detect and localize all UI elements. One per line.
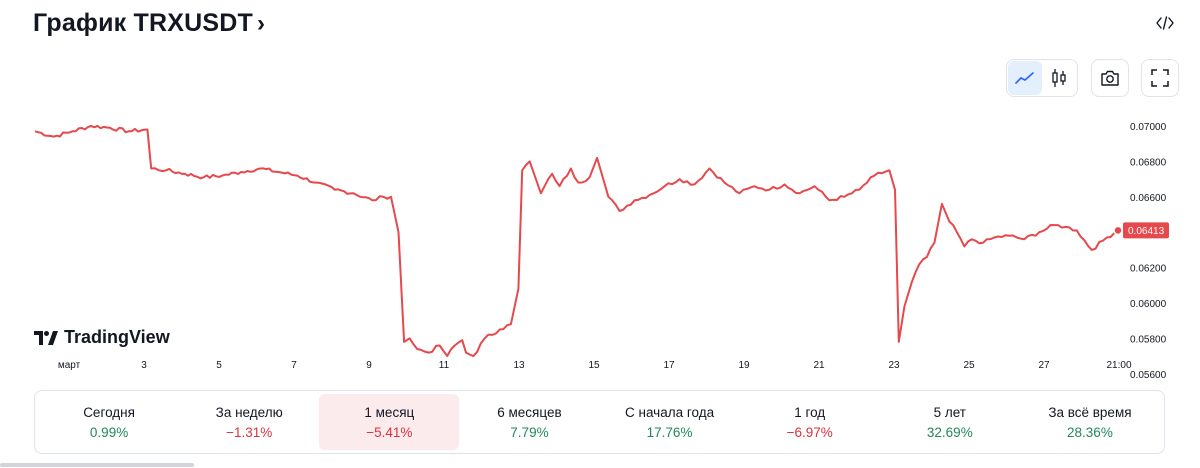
x-tick-label: 15 (588, 360, 600, 371)
performance-period-label: С начала года (625, 404, 715, 420)
last-price-tag (1123, 222, 1169, 239)
performance-period-label: За неделю (215, 404, 283, 420)
performance-change-value: −1.31% (226, 424, 273, 440)
x-tick-label: 27 (1038, 360, 1050, 371)
performance-item[interactable]: 1 месяц −5.41% (319, 394, 460, 450)
y-tick-label: 0.05600 (1130, 370, 1167, 380)
y-tick-label: 0.06000 (1130, 299, 1167, 310)
y-axis: 0.070000.068000.066000.064000.062000.060… (1130, 122, 1167, 380)
performance-period-label: 1 месяц (364, 404, 415, 420)
performance-item[interactable]: За всё время 28.36% (1020, 394, 1160, 450)
performance-period-label: 1 год (794, 404, 826, 420)
x-tick-label: 25 (963, 360, 975, 371)
x-tick-label: 3 (141, 360, 147, 371)
performance-item[interactable]: 1 год −6.97% (740, 394, 880, 450)
line-chart-icon (1015, 72, 1034, 84)
chart-title-text: График TRXUSDT (33, 9, 253, 37)
fullscreen-button[interactable] (1141, 59, 1179, 97)
last-price-value: 0.06413 (1128, 226, 1165, 237)
x-tick-label: 7 (291, 360, 297, 371)
performance-item[interactable]: За неделю −1.31% (179, 394, 319, 450)
y-tick-label: 0.05800 (1130, 334, 1167, 345)
chart-type-switch (1006, 59, 1078, 97)
x-tick-label: 21:00 (1106, 360, 1131, 371)
tradingview-logo[interactable]: TradingView (34, 327, 170, 348)
x-tick-label: 17 (663, 360, 675, 371)
x-tick-label: 5 (216, 360, 222, 371)
x-tick-label: март (58, 360, 81, 371)
performance-period-label: 5 лет (933, 404, 966, 420)
x-tick-label: 21 (813, 360, 825, 371)
performance-item[interactable]: 5 лет 32.69% (880, 394, 1020, 450)
x-tick-label: 19 (738, 360, 750, 371)
screenshot-button[interactable] (1091, 59, 1129, 97)
performance-change-value: 7.79% (510, 424, 549, 440)
performance-bar: Сегодня 0.99% За неделю −1.31% 1 месяц −5.41%… (34, 390, 1165, 454)
performance-change-value: 17.76% (646, 424, 693, 440)
performance-change-value: 32.69% (926, 424, 973, 440)
performance-change-value: −6.97% (786, 424, 833, 440)
performance-change-value: 28.36% (1067, 424, 1113, 440)
line-chart-button[interactable] (1008, 61, 1042, 95)
performance-period-label: 6 месяцев (497, 404, 562, 420)
code-embed-icon[interactable] (1152, 10, 1178, 36)
y-tick-label: 0.06600 (1130, 193, 1167, 204)
tradingview-logo-icon (34, 330, 58, 345)
candlestick-button[interactable] (1042, 61, 1076, 95)
chevron-right-icon: › (256, 9, 266, 37)
price-chart[interactable]: 0.070000.068000.066000.064000.062000.060… (0, 100, 1200, 380)
performance-item[interactable]: Сегодня 0.99% (39, 394, 179, 450)
performance-change-value: 0.99% (89, 424, 129, 440)
x-tick-label: 11 (439, 360, 450, 371)
performance-period-label: Сегодня (83, 404, 135, 420)
price-line-series (34, 124, 1119, 358)
x-tick-label: 9 (366, 360, 372, 371)
tradingview-logo-text: TradingView (64, 327, 170, 347)
performance-change-value: −5.41% (366, 424, 413, 440)
last-price-marker: 0.06413 (1113, 222, 1169, 239)
camera-icon (1101, 70, 1119, 86)
x-tick-label: 23 (888, 360, 900, 371)
performance-item[interactable]: 6 месяцев 7.79% (459, 394, 599, 450)
x-axis: март 3 5 7 9 11 13 15 17 19 21 23 25 27 21:00 (58, 360, 1132, 371)
performance-item[interactable]: С начала года 17.76% (600, 394, 740, 450)
performance-period-label: За всё время (1048, 404, 1132, 420)
chart-title[interactable]: График TRXUSDT › (33, 9, 265, 38)
x-tick-label: 13 (513, 360, 525, 371)
fullscreen-icon (1151, 69, 1169, 87)
horizontal-scrollbar[interactable] (0, 463, 194, 467)
last-price-dot (1113, 225, 1123, 236)
y-tick-label: 0.06200 (1130, 264, 1167, 275)
y-tick-label: 0.07000 (1130, 122, 1167, 133)
y-tick-label: 0.06800 (1130, 157, 1167, 168)
candlestick-icon (1052, 69, 1066, 87)
